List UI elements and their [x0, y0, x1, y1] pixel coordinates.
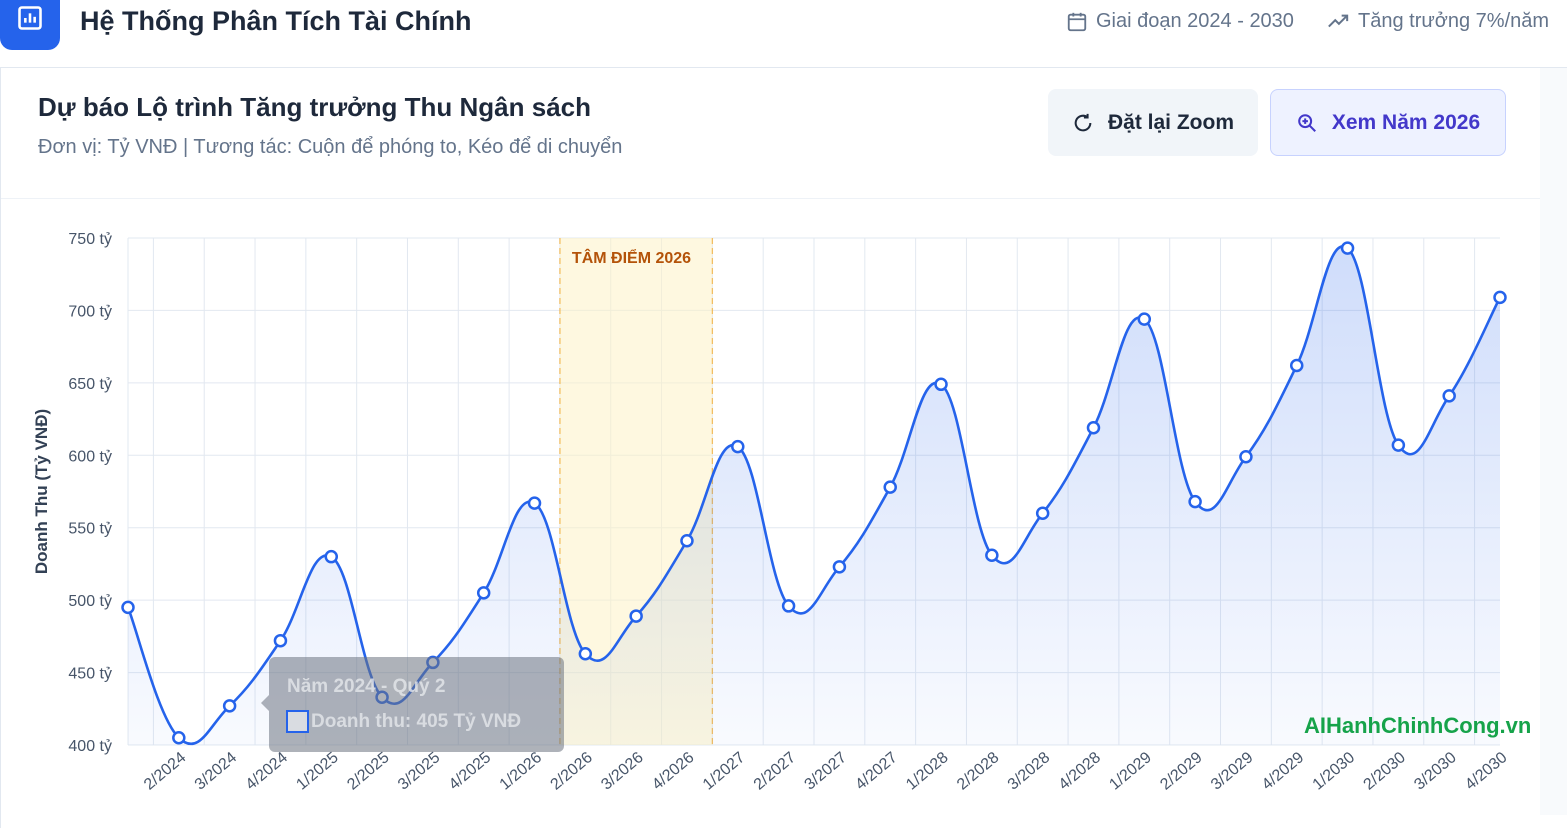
x-tick-label: 2/2029 [1157, 749, 1205, 794]
data-point [476, 586, 491, 600]
reset-zoom-button[interactable]: Đặt lại Zoom [1048, 89, 1258, 156]
calendar-icon [1067, 12, 1087, 31]
card-title: Dự báo Lộ trình Tăng trưởng Thu Ngân sác… [38, 92, 592, 122]
x-tick-label: 3/2025 [395, 749, 443, 794]
data-point [1391, 438, 1406, 452]
growth-label: Tăng trưởng 7%/năm [1358, 10, 1550, 32]
tooltip-caret [261, 695, 269, 711]
x-tick-label: 2/2028 [954, 749, 1002, 794]
x-tick-label: 1/2027 [700, 749, 748, 794]
tooltip-body: Doanh thu: 405 Tỷ VNĐ [311, 711, 521, 732]
scrollbar[interactable] [1540, 68, 1567, 815]
data-point [1442, 389, 1456, 403]
zoom-in-icon [1298, 113, 1316, 132]
data-point [578, 646, 593, 661]
view-2026-label: Xem Năm 2026 [1331, 110, 1481, 134]
data-point [680, 534, 694, 548]
y-tick-label: 750 tỷ [68, 231, 112, 248]
x-tick-label: 1/2026 [497, 749, 545, 794]
refresh-icon [1074, 113, 1092, 131]
x-tick-label: 4/2024 [243, 749, 291, 794]
y-tick-label: 450 tỷ [68, 666, 112, 683]
data-point [985, 548, 999, 562]
x-tick-label: 2/2030 [1361, 749, 1409, 794]
data-point [1137, 312, 1152, 326]
data-point [1493, 290, 1507, 305]
data-point [832, 560, 847, 574]
highlight-label: TÂM ĐIỂM 2026 [572, 248, 691, 267]
data-point [1239, 449, 1253, 464]
period-info: Giai đoạn 2024 - 2030 [1066, 10, 1294, 33]
y-tick-label: 700 tỷ [68, 303, 112, 320]
y-tick-label: 650 tỷ [68, 376, 112, 393]
x-tick-label: 4/2025 [446, 749, 494, 794]
data-point [172, 731, 186, 745]
data-point [781, 599, 796, 613]
tooltip-box [269, 657, 564, 752]
tooltip-swatch [286, 710, 309, 733]
data-point [1188, 494, 1202, 509]
card-subtitle: Đơn vị: Tỷ VNĐ | Tương tác: Cuộn để phón… [38, 136, 623, 158]
x-tick-label: 4/2027 [852, 749, 900, 794]
data-point [121, 600, 135, 615]
reset-zoom-label: Đặt lại Zoom [1107, 110, 1234, 134]
period-label: Giai đoạn 2024 - 2030 [1096, 10, 1294, 32]
x-tick-label: 1/2029 [1106, 749, 1154, 794]
x-tick-label: 4/2030 [1462, 749, 1510, 794]
x-tick-label: 1/2025 [293, 749, 341, 794]
data-point [324, 549, 339, 564]
x-tick-label: 3/2030 [1411, 749, 1459, 794]
data-point [934, 377, 948, 392]
top-bar: Hệ Thống Phân Tích Tài Chính Giai đoạn 2… [0, 0, 1567, 68]
x-tick-label: 1/2028 [903, 749, 951, 794]
y-tick-label: 500 tỷ [68, 593, 112, 610]
data-point [527, 496, 542, 510]
data-point [731, 439, 745, 454]
x-tick-label: 4/2026 [649, 749, 697, 794]
card-header: Dự báo Lộ trình Tăng trưởng Thu Ngân sác… [1, 68, 1541, 199]
y-tick-label: 550 tỷ [68, 521, 112, 538]
x-tick-label: 2/2027 [751, 749, 799, 794]
trending-up-icon [1328, 14, 1349, 27]
x-tick-label: 2/2025 [344, 749, 392, 794]
tooltip-title: Năm 2024 - Quý 2 [287, 676, 445, 697]
x-tick-label: 3/2029 [1208, 749, 1256, 794]
watermark: AIHanhChinhCong.vn [1304, 713, 1532, 738]
x-tick-label: 1/2030 [1310, 749, 1358, 794]
growth-info: Tăng trưởng 7%/năm [1326, 10, 1549, 33]
data-point [273, 633, 288, 648]
x-tick-label: 2/2026 [547, 749, 595, 794]
data-point [883, 480, 897, 494]
data-point [1086, 421, 1101, 435]
data-point [1340, 241, 1355, 255]
data-point [629, 609, 643, 623]
view-2026-button[interactable]: Xem Năm 2026 [1270, 89, 1506, 156]
bar-chart-icon [0, 0, 60, 50]
x-tick-label: 2/2024 [141, 749, 189, 794]
x-tick-label: 3/2027 [802, 749, 850, 794]
data-point [1035, 506, 1050, 520]
app-title: Hệ Thống Phân Tích Tài Chính [80, 6, 472, 36]
series-area [128, 246, 1500, 745]
x-tick-label: 3/2024 [192, 749, 240, 794]
x-tick-label: 4/2028 [1056, 749, 1104, 794]
x-tick-label: 3/2026 [598, 749, 646, 794]
y-tick-label: 600 tỷ [68, 448, 112, 465]
data-point [1289, 358, 1304, 373]
x-tick-label: 3/2028 [1005, 749, 1053, 794]
x-tick-label: 4/2029 [1259, 749, 1307, 794]
y-tick-label: 400 tỷ [68, 738, 112, 755]
data-point [222, 699, 237, 713]
y-axis-label: Doanh Thu (Tỷ VNĐ) [32, 409, 51, 574]
